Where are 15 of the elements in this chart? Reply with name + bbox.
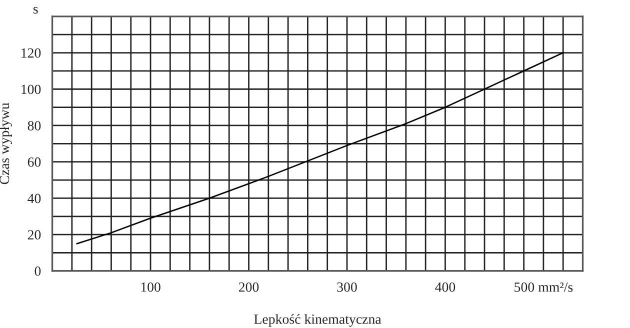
y-tick-label: 100 bbox=[22, 84, 41, 94]
x-tick-label: 100 bbox=[141, 282, 160, 292]
y-tick-label: 120 bbox=[22, 48, 41, 58]
x-tick-label: 400 bbox=[435, 282, 456, 292]
x-axis-title: Lepkość kinematyczna bbox=[254, 314, 382, 327]
x-tick-label: 500 mm²/s bbox=[514, 282, 573, 292]
y-tick-label: 60 bbox=[28, 157, 41, 167]
x-tick-label: 300 bbox=[337, 282, 357, 292]
y-tick-label: 80 bbox=[28, 121, 41, 130]
y-tick-label: 40 bbox=[28, 194, 41, 204]
line-series bbox=[76, 52, 564, 244]
x-tick-label: 200 bbox=[238, 282, 259, 292]
text: s bbox=[33, 6, 38, 14]
y-tick-label: 20 bbox=[28, 230, 41, 240]
y-tick-label: 0 bbox=[34, 266, 41, 276]
